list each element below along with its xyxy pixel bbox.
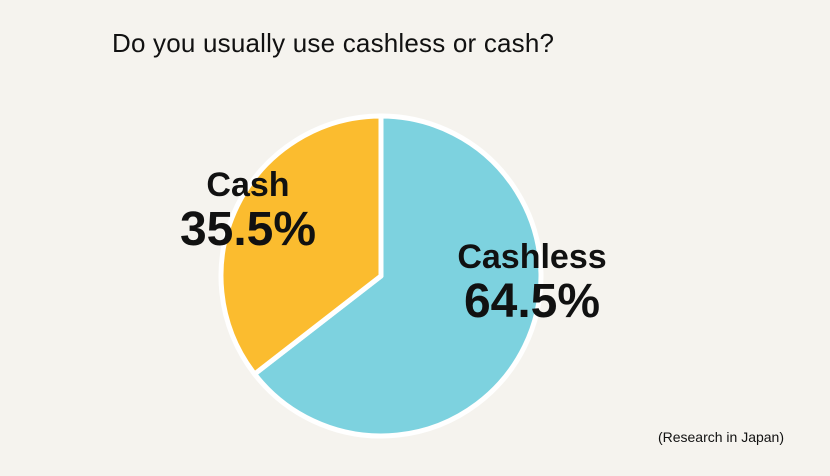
cashless-slice-value: 64.5% bbox=[463, 275, 601, 328]
cashless-slice-label: Cashless 64.5% bbox=[444, 240, 620, 326]
cash-slice-value: 35.5% bbox=[179, 203, 317, 256]
cash-slice-name: Cash bbox=[206, 166, 290, 204]
cashless-slice-name: Cashless bbox=[457, 238, 607, 276]
cash-slice-label: Cash 35.5% bbox=[172, 168, 324, 254]
pie-slice-cash bbox=[218, 113, 384, 377]
pie-slice-cashless bbox=[252, 113, 544, 439]
source-note: (Research in Japan) bbox=[657, 429, 784, 445]
chart-title: Do you usually use cashless or cash? bbox=[112, 28, 555, 58]
